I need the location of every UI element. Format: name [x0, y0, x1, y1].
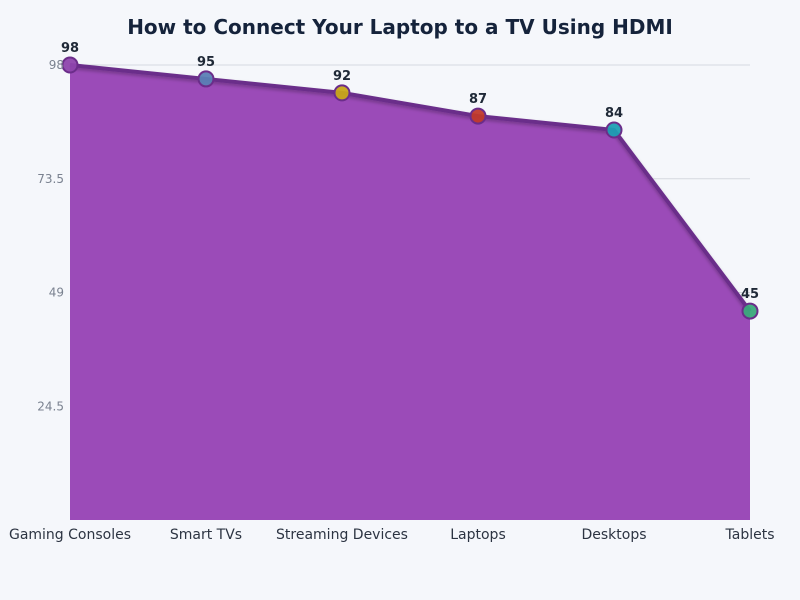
area-fill	[70, 65, 750, 520]
y-tick-label: 24.5	[37, 399, 64, 413]
x-tick-label: Streaming Devices	[276, 527, 408, 543]
y-axis: 24.5 49 73.5 98	[37, 58, 64, 413]
x-tick-label: Desktops	[581, 527, 646, 543]
chart-title: How to Connect Your Laptop to a TV Using…	[127, 15, 673, 39]
data-point	[469, 107, 487, 125]
x-tick-label: Smart TVs	[170, 527, 242, 543]
y-tick-label: 49	[49, 286, 64, 300]
data-label: 92	[333, 69, 351, 84]
data-label: 45	[741, 287, 759, 302]
y-tick-label: 98	[49, 58, 64, 72]
data-points	[61, 56, 759, 320]
data-label: 87	[469, 92, 487, 107]
area-series	[69, 63, 752, 520]
data-label: 84	[605, 106, 623, 121]
series-line	[69, 63, 752, 313]
x-tick-label: Tablets	[725, 527, 775, 543]
data-labels: 98 95 92 87 84 45	[61, 41, 759, 302]
data-point	[61, 56, 79, 74]
data-point	[605, 121, 623, 139]
data-point	[741, 302, 759, 320]
y-tick-label: 73.5	[37, 172, 64, 186]
x-axis: Gaming Consoles Smart TVs Streaming Device…	[9, 527, 775, 543]
x-tick-label: Gaming Consoles	[9, 527, 131, 543]
data-point	[333, 84, 351, 102]
data-label: 98	[61, 41, 79, 56]
x-tick-label: Laptops	[450, 527, 506, 543]
data-label: 95	[197, 55, 215, 70]
data-point	[197, 70, 215, 88]
